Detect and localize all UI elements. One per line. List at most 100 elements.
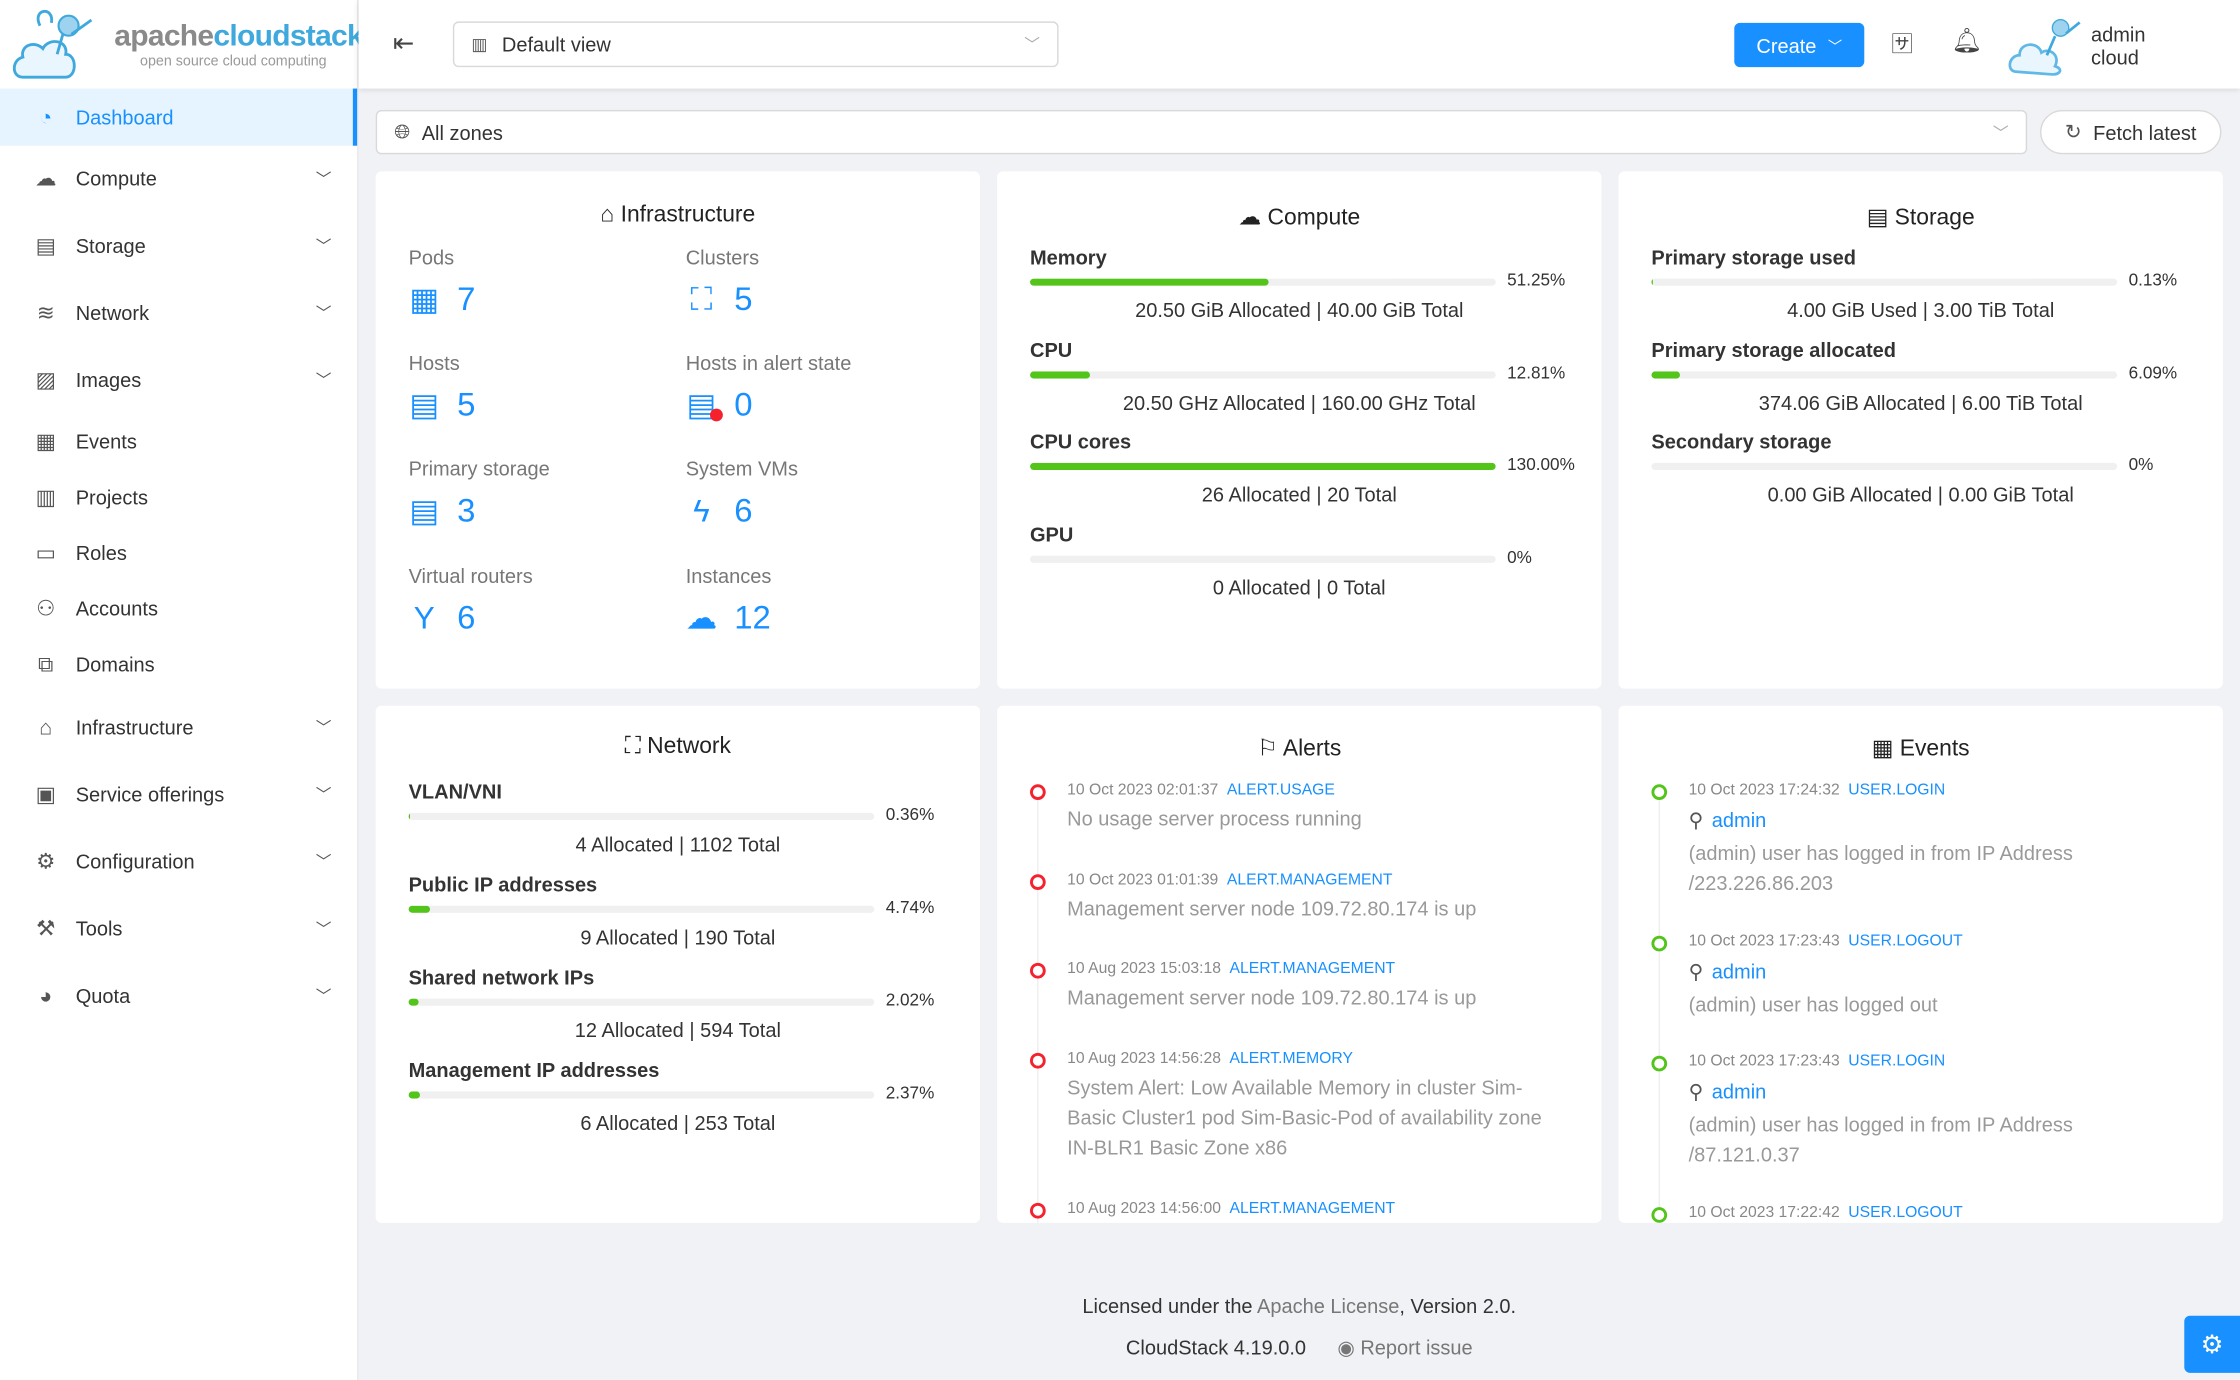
wifi-icon: ≋ [36,301,55,326]
zone-select[interactable]: 🌐︎ All zones ﹀ [375,109,2028,155]
sidebar-item-accounts[interactable]: ⚇ Accounts [0,580,357,637]
fetch-latest-button[interactable]: ↻ Fetch latest [2039,109,2222,155]
alert-type[interactable]: ALERT.USAGE [1226,781,1335,799]
translate-icon[interactable]: 🈂 [1891,32,1913,58]
progress-bar [1029,370,1496,378]
sidebar-item-label: Infrastructure [75,715,194,739]
event-dot [1651,784,1668,800]
progress-fill [1651,370,1680,378]
metric-name: Secondary storage [1651,429,1832,453]
alert-type[interactable]: ALERT.MEMORY [1229,1049,1353,1068]
progress-bar [1029,462,1496,470]
setting-icon: ⚙ [36,849,56,875]
metric-detail: 4 Allocated | 1102 Total [575,832,781,856]
chevron-down-icon: ﹀ [1827,39,1843,56]
alert-time: 10 Oct 2023 01:01:39 ALERT.MANAGEMENT [1067,871,1392,888]
metric-detail: 0.00 GiB Allocated | 0.00 GiB Total [1767,482,2074,506]
sidebar-item-network[interactable]: ≋ Network ﹀ [0,284,357,341]
create-button[interactable]: Create ﹀ [1734,22,1865,68]
event-user-link[interactable]: ⚲ admin [1689,809,1767,833]
sidebar: apachecloudstack open source cloud compu… [0,0,364,1380]
dashboard-view-select[interactable]: ▥ Default view ﹀ [452,21,1059,68]
alert-time: 10 Oct 2023 02:01:37 ALERT.USAGE [1067,781,1335,798]
apache-license-link[interactable]: Apache License [1257,1294,1400,1318]
stat-clusters[interactable]: ⛶ 5 [686,279,753,319]
sidebar-item-dashboard[interactable]: ◔ Dashboard [0,88,358,146]
cloud-monkey-icon [12,10,93,79]
alert-type[interactable]: ALERT.MANAGEMENT [1229,1199,1396,1218]
sidebar-item-events[interactable]: ▦ Events [0,413,357,470]
menu-fold-icon[interactable]: ⇤ [392,28,415,58]
bank-icon: ⌂ [600,202,621,228]
settings-drawer-button[interactable]: ⚙ [2184,1315,2240,1373]
stat-value: 6 [457,598,476,636]
stat-value: 6 [734,491,753,529]
sidebar-item-tools[interactable]: ⚒ Tools ﹀ [0,900,357,957]
stat-instances[interactable]: ☁ 12 [686,599,771,638]
license-text: Licensed under the [1082,1294,1258,1318]
sidebar-item-roles[interactable]: ▭ Roles [0,524,357,581]
project-icon: ▥ [35,485,56,510]
block-icon: ⧉ [38,652,54,677]
event-dot [1651,935,1668,952]
stat-label: Hosts in alert state [685,351,852,375]
stat-label: System VMs [685,457,798,480]
alert-dot [1029,874,1046,890]
progress-bar [1651,278,2118,286]
stat-value: 5 [457,385,476,423]
progress-bar [1029,278,1496,286]
compute-title: ☁︎ Compute [1238,205,1361,230]
stat-hosts[interactable]: ▤ 5 [409,385,476,425]
sidebar-item-compute[interactable]: ☁ Compute ﹀ [0,150,357,207]
stat-value: 12 [734,598,771,636]
alert-description: Management server node 109.72.80.174 is … [1067,897,1477,920]
progress-fill [408,998,418,1006]
tool-icon: ⚒ [36,917,56,942]
event-type[interactable]: USER.LOGIN [1848,781,1946,799]
alert-timestamp: 10 Aug 2023 14:56:28 [1067,1049,1221,1068]
stat-hosts-in-alert-state[interactable]: ▤ 0 [686,386,753,425]
sidebar-item-label: Service offerings [75,782,225,806]
report-issue-link[interactable]: ◉ Report issue [1337,1335,1473,1359]
stat-primary-storage[interactable]: ▤ 3 [409,491,475,530]
sidebar-item-images[interactable]: ▨ Images ﹀ [0,351,357,408]
progress-fill [408,905,431,913]
bell-icon[interactable]: 🔔︎ [1951,27,1983,55]
event-user-link[interactable]: ⚲ admin [1689,1080,1767,1104]
sidebar-item-quota[interactable]: ◕ Quota ﹀ [0,967,357,1024]
infrastructure-title: ⌂ Infrastructure [600,202,756,228]
sidebar-item-projects[interactable]: ▥ Projects [0,469,357,526]
sidebar-item-infrastructure[interactable]: ⌂ Infrastructure ﹀ [0,699,357,756]
alert-dot [1029,784,1046,800]
metric-name: CPU cores [1029,429,1132,453]
event-username: admin [1711,959,1767,983]
event-dot [1651,1207,1668,1223]
alert-type[interactable]: ALERT.MANAGEMENT [1226,871,1393,889]
progress-percent: 0.36% [885,804,935,825]
metric-detail: 20.50 GiB Allocated | 40.00 GiB Total [1135,298,1464,322]
stat-value: 7 [457,279,476,318]
alert-type[interactable]: ALERT.MANAGEMENT [1229,959,1396,978]
stat-value: 5 [734,279,753,318]
stat-pods[interactable]: ▦ 7 [409,279,476,319]
progress-bar [408,998,875,1006]
user-menu[interactable]: admin cloud [2008,11,2195,80]
metric-detail: 4.00 GiB Used | 3.00 TiB Total [1787,298,2055,322]
sidebar-item-label: Accounts [75,597,158,620]
chevron-down-icon: ﹀ [315,921,332,939]
event-user-link[interactable]: ⚲ admin [1689,960,1767,984]
event-type[interactable]: USER.LOGIN [1848,1052,1946,1070]
event-type[interactable]: USER.LOGOUT [1848,1204,1963,1222]
sidebar-item-label: Storage [75,234,146,258]
timeline-line [1658,794,1660,1223]
apache-cloudstack-logo[interactable]: apachecloudstack open source cloud compu… [11,6,364,86]
top-header: ⇤ ▥ Default view ﹀ Create ﹀ 🈂 🔔︎ admin c… [358,0,2240,89]
sidebar-item-storage[interactable]: ▤ Storage ﹀ [0,217,357,274]
event-type[interactable]: USER.LOGOUT [1848,932,1963,950]
user-icon: ⚲ [1688,1079,1704,1103]
sidebar-item-service-offerings[interactable]: ▣ Service offerings ﹀ [0,766,357,823]
sidebar-item-configuration[interactable]: ⚙ Configuration ﹀ [0,833,357,890]
sidebar-item-domains[interactable]: ⧉ Domains [0,636,357,693]
